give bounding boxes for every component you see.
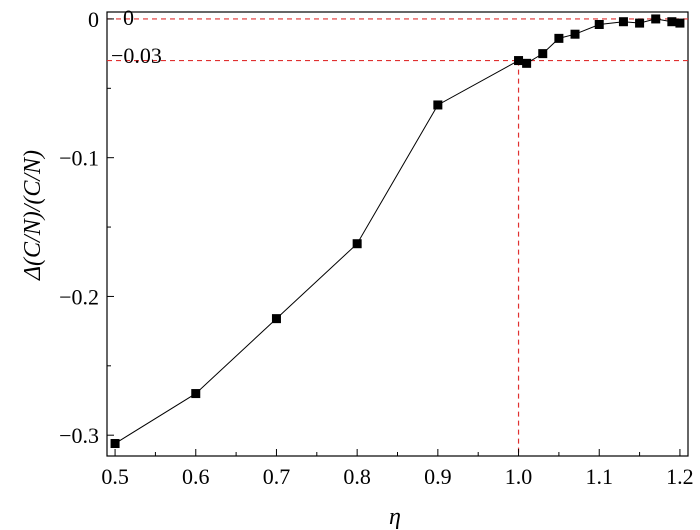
- data-point-5: [514, 56, 524, 66]
- x-axis-title: η: [389, 504, 401, 530]
- x-tick-label-7: 1.2: [666, 464, 694, 489]
- data-point-2: [271, 314, 281, 324]
- x-tick-label-6: 1.1: [585, 464, 613, 489]
- data-point-6: [522, 58, 532, 68]
- data-point-13: [651, 14, 661, 24]
- x-tick-label-3: 0.8: [343, 464, 371, 489]
- y-tick-label-0: 0: [88, 7, 99, 32]
- data-point-4: [433, 100, 443, 110]
- data-point-1: [191, 389, 201, 399]
- x-tick-label-5: 1.0: [505, 464, 533, 489]
- x-tick-label-0: 0.5: [101, 464, 129, 489]
- series-line: [114, 18, 681, 444]
- data-point-14: [667, 17, 677, 27]
- x-tick-label-2: 0.7: [263, 464, 291, 489]
- data-point-0: [110, 439, 120, 449]
- x-tick-label-1: 0.6: [182, 464, 210, 489]
- y-tick-label-3: −0.3: [59, 423, 99, 448]
- y-tick-label-1: −0.1: [59, 146, 99, 171]
- data-point-9: [570, 29, 580, 39]
- y-axis-title: Δ(C/N)/(C/N): [20, 150, 46, 281]
- data-point-8: [554, 33, 564, 43]
- reference-label-1: −0.03: [111, 43, 162, 68]
- x-tick-label-4: 0.9: [424, 464, 452, 489]
- data-point-11: [618, 17, 628, 27]
- data-point-3: [352, 239, 362, 249]
- y-tick-label-2: −0.2: [59, 284, 99, 309]
- data-point-10: [594, 19, 604, 29]
- y-axis-title-group: Δ(C/N)/(C/N): [20, 150, 46, 281]
- data-point-12: [635, 18, 645, 28]
- reference-label-0: 0: [123, 5, 134, 30]
- data-point-7: [538, 49, 548, 59]
- data-point-15: [675, 18, 685, 28]
